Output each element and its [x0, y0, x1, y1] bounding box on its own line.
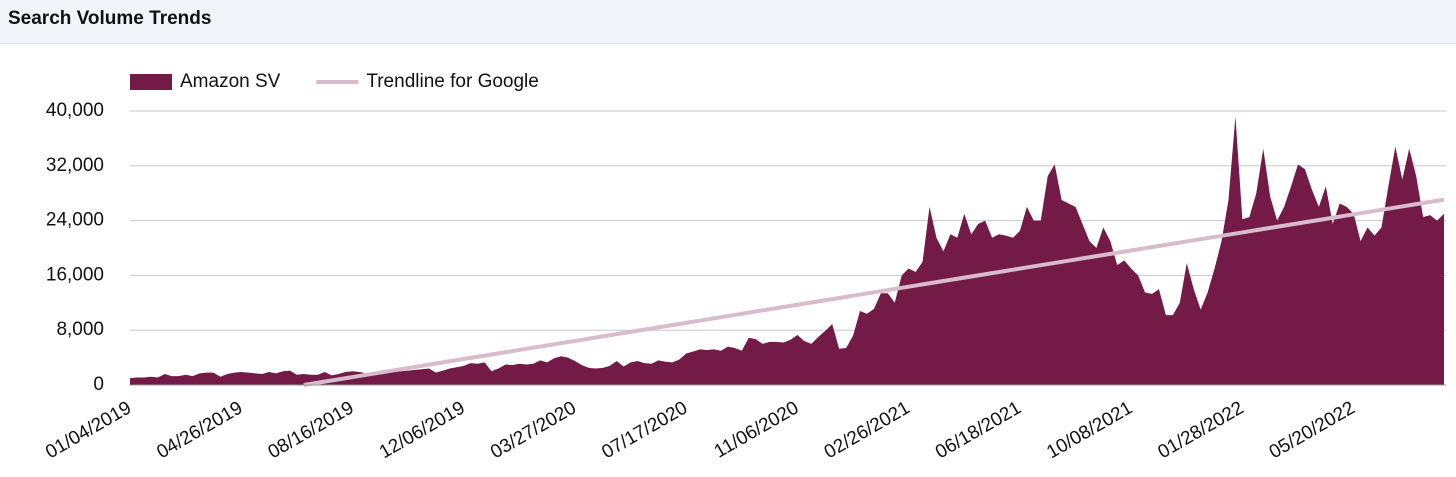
- x-tick-label: 10/08/2021: [1043, 397, 1136, 463]
- x-tick-label: 06/18/2021: [932, 397, 1025, 463]
- chart: 0 8,000 16,000 24,000 32,000 40,000 01/04/2019…: [42, 71, 1446, 463]
- y-tick-label: 40,000: [46, 100, 104, 121]
- x-tick-label: 07/17/2020: [598, 397, 691, 463]
- x-tick-label: 01/28/2022: [1155, 397, 1248, 463]
- legend-swatch: [130, 74, 172, 90]
- y-tick-label: 24,000: [46, 210, 104, 231]
- y-tick-label: 8,000: [56, 319, 104, 340]
- x-tick-label: 05/20/2022: [1266, 397, 1359, 463]
- x-tick-label: 03/27/2020: [487, 397, 580, 463]
- x-tick-label: 11/06/2020: [711, 397, 803, 462]
- x-tick-label: 12/06/2019: [376, 397, 469, 463]
- legend-label: Trendline for Google: [366, 71, 539, 92]
- y-tick-label: 0: [93, 374, 104, 395]
- y-tick-label: 16,000: [46, 264, 104, 285]
- chart-title: Search Volume Trends: [8, 8, 212, 29]
- legend-label: Amazon SV: [180, 71, 281, 92]
- x-tick-label: 01/04/2019: [42, 397, 135, 463]
- area: [130, 116, 1444, 385]
- y-tick-label: 32,000: [46, 155, 104, 176]
- trendline: [303, 197, 1445, 387]
- x-tick-label: 08/16/2019: [265, 397, 358, 463]
- x-tick-label: 02/26/2021: [821, 397, 914, 463]
- x-tick-label: 04/26/2019: [153, 397, 246, 463]
- header: Search Volume Trends: [0, 0, 1456, 44]
